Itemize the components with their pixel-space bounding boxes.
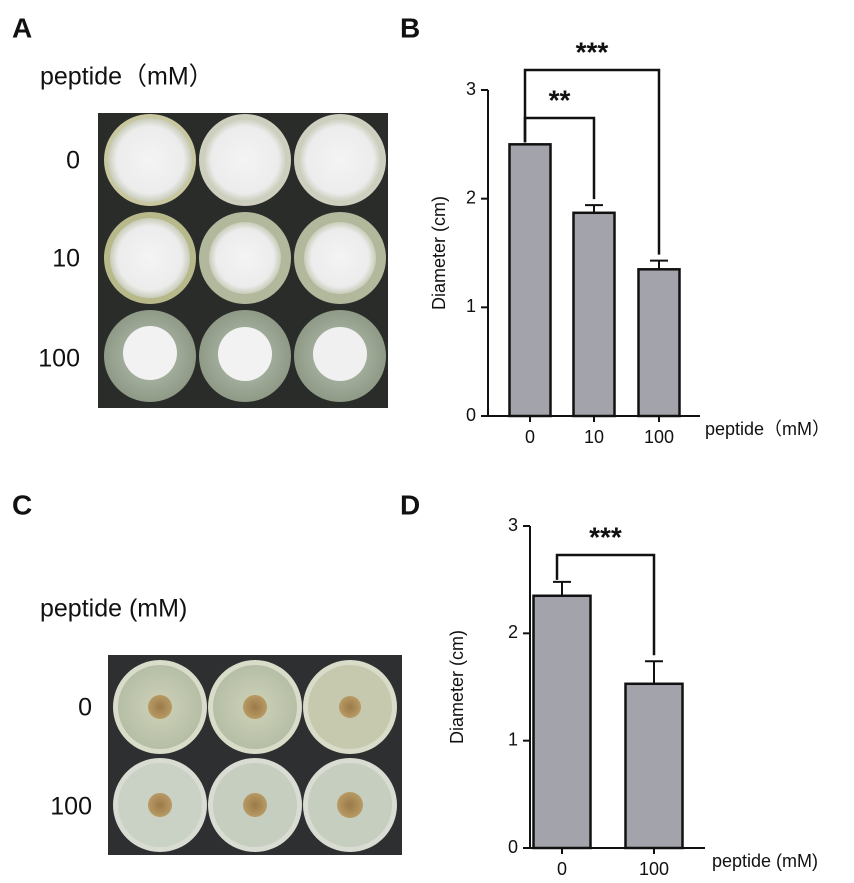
error-bar (650, 259, 668, 270)
row-label: 0 (66, 147, 80, 175)
y-tick-label: 0 (508, 837, 518, 857)
x-tick-label: 10 (584, 427, 604, 447)
wells (104, 114, 386, 402)
x-tick-label: 0 (525, 427, 535, 447)
bar (572, 211, 616, 418)
y-tick-label: 0 (466, 405, 476, 425)
row-label: 0 (78, 694, 92, 722)
x-tick-label: 100 (644, 427, 674, 447)
significance-label: ** (549, 84, 571, 115)
row-label: 10 (52, 245, 80, 273)
bar (624, 682, 684, 850)
x-axis-label: peptide (mM) (712, 851, 818, 871)
row-label: 100 (38, 345, 80, 373)
wells (113, 660, 397, 852)
y-tick-label: 1 (508, 729, 518, 749)
photo-title: peptide（mM） (40, 63, 214, 91)
bar (637, 268, 681, 418)
bar (532, 594, 592, 850)
panel-label: D (400, 489, 420, 520)
x-tick-label: 0 (557, 859, 567, 879)
error-bar (585, 204, 603, 213)
panel-label: A (12, 12, 32, 43)
significance-label: *** (576, 36, 609, 67)
y-tick-label: 2 (508, 622, 518, 642)
bar (508, 143, 552, 418)
significance-bracket (523, 68, 661, 255)
photo-title: peptide (mM) (40, 595, 187, 623)
y-axis-label: Diameter (cm) (447, 630, 467, 744)
error-bar (645, 660, 663, 684)
y-axis-label: Diameter (cm) (429, 196, 449, 310)
x-axis-label: peptide（mM） (705, 419, 830, 439)
y-tick-label: 3 (466, 79, 476, 99)
y-tick-label: 2 (466, 187, 476, 207)
y-tick-label: 3 (508, 515, 518, 535)
row-label: 100 (50, 793, 92, 821)
y-tick-label: 1 (466, 296, 476, 316)
significance-label: *** (589, 521, 622, 552)
x-tick-label: 100 (639, 859, 669, 879)
panel-label: C (12, 489, 32, 520)
panel-label: B (400, 12, 420, 43)
error-bar (553, 580, 571, 596)
significance-bracket (555, 553, 656, 656)
